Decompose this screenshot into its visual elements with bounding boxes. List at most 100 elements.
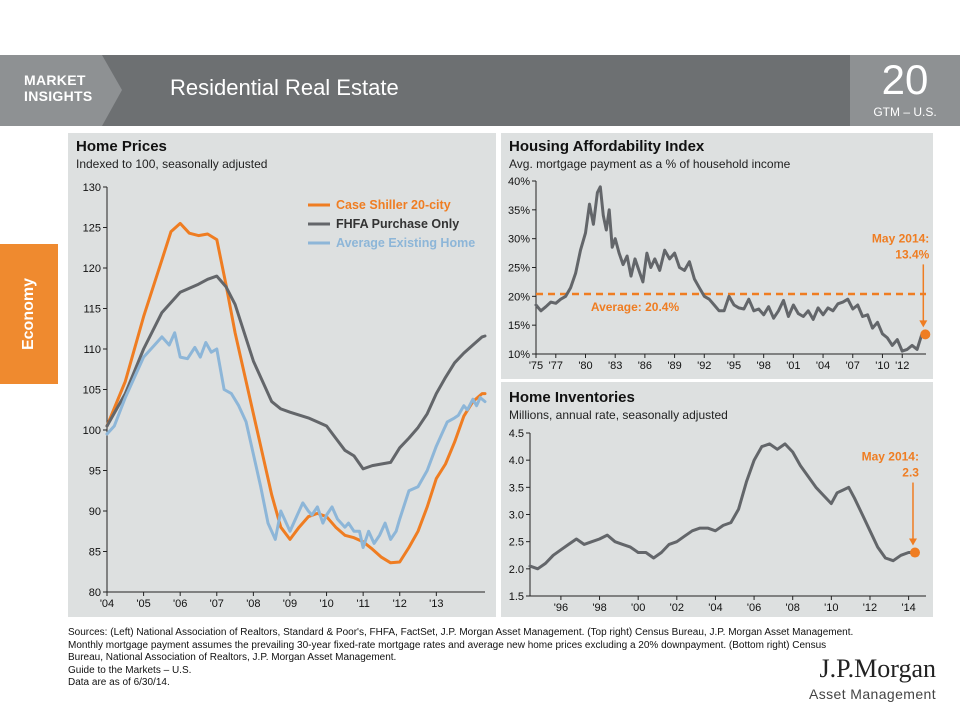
home-prices-xtick-label: '06 [173,598,187,610]
home-prices-title: Home Prices [76,138,167,155]
home-prices-legend-label: FHFA Purchase Only [336,217,459,231]
home-inventories-xtick-label: '12 [863,602,877,614]
home-inventories-callout-arrowhead [908,538,917,546]
housing-affordability-xtick-label: '07 [846,360,860,372]
housing-affordability-xtick-label: '77 [549,360,563,372]
home-prices-series-line-0 [105,221,487,565]
housing-affordability-xtick-label: '04 [816,360,830,372]
housing-affordability-ytick-label: 20% [508,291,530,303]
sources-footnote: Sources: (Left) National Association of … [68,627,928,690]
housing-affordability-callout-label: 13.4% [895,247,929,261]
home-prices-ytick-label: 105 [83,385,101,397]
home-prices-xtick-label: '10 [319,598,333,610]
asset-management-label: Asset Management [808,686,936,702]
home-prices-ytick-label: 125 [83,223,101,235]
home-prices-legend-label: Case Shiller 20-city [336,198,451,212]
home-prices-ytick-label: 115 [83,304,101,316]
market-insights-label: MARKET INSIGHTS [24,72,93,104]
home-prices-series-line-1 [105,274,487,471]
home-prices-panel [68,133,496,617]
home-prices-xtick-label: '09 [283,598,297,610]
housing-affordability-xtick-label: '12 [895,360,909,372]
home-inventories-xtick-label: '02 [670,602,684,614]
housing-affordability-xtick-label: '98 [756,360,770,372]
home-inventories-ytick-label: 3.0 [509,510,524,522]
housing-affordability-callout-dot [920,329,931,340]
sources-line-5: Data are as of 6/30/14. [68,677,170,688]
inventories-subtitle: Millions, annual rate, seasonally adjust… [509,408,728,422]
home-inventories-ytick-label: 4.5 [509,428,524,440]
housing-affordability-xtick-label: '01 [786,360,800,372]
home-prices-legend-label: Average Existing Home [336,236,475,250]
housing-affordability-xtick-label: '86 [638,360,652,372]
housing-affordability-ytick-label: 35% [508,205,530,217]
home-inventories-callout-label: May 2014: [862,450,919,464]
home-inventories-xtick-label: '06 [747,602,761,614]
home-prices-subtitle: Indexed to 100, seasonally adjusted [76,157,268,171]
home-inventories-callout-label: 2.3 [902,466,919,480]
page-title: Residential Real Estate [170,75,399,100]
jpmorgan-logo: J.P.Morgan [819,654,936,683]
inventories-panel [501,382,933,617]
home-inventories-ytick-label: 3.5 [509,482,524,494]
housing-affordability-ytick-label: 10% [508,349,530,361]
home-prices-xtick-label: '07 [210,598,224,610]
sources-line-2: Monthly mortgage payment assumes the pre… [68,639,827,651]
home-inventories-xtick-label: '14 [901,602,915,614]
housing-affordability-xtick-label: '80 [578,360,592,372]
housing-affordability-ytick-label: 30% [508,234,530,246]
page-number: 20 [881,56,929,103]
sources-line-4: Guide to the Markets – U.S. [68,664,192,676]
inventories-title: Home Inventories [509,389,635,406]
home-prices-ytick-label: 100 [83,425,101,437]
housing-affordability-xtick-label: '83 [608,360,622,372]
home-inventories-ytick-label: 1.5 [509,591,524,603]
home-inventories-xtick-label: '98 [592,602,606,614]
home-prices-xtick-label: '05 [136,598,150,610]
page-subtitle: GTM – U.S. [873,105,937,119]
home-prices-xtick-label: '11 [356,598,370,610]
side-tab [0,244,58,384]
affordability-title: Housing Affordability Index [509,138,705,155]
page-number-block [850,55,960,126]
home-prices-xtick-label: '04 [100,598,114,610]
home-inventories-xtick-label: '96 [554,602,568,614]
housing-affordability-series-line-0 [534,185,927,353]
home-inventories-ytick-label: 2.0 [509,564,524,576]
home-inventories-xtick-label: '10 [824,602,838,614]
home-inventories-xtick-label: '04 [708,602,722,614]
home-inventories-callout-dot [909,547,920,558]
home-prices-ytick-label: 110 [83,344,101,356]
home-prices-series-line-2 [105,331,487,549]
sources-line-3: Bureau, National Association of Realtors… [68,652,397,663]
home-inventories-xtick-label: '08 [786,602,800,614]
home-inventories-ytick-label: 2.5 [509,537,524,549]
home-inventories-series-line-0 [528,442,917,571]
housing-affordability-ytick-label: 25% [508,263,530,275]
home-prices-ytick-label: 95 [89,466,101,478]
home-inventories-xtick-label: '00 [631,602,645,614]
affordability-panel [501,133,933,379]
housing-affordability-ytick-label: 40% [508,176,530,188]
header-bar [0,55,960,126]
housing-affordability-xtick-label: '89 [667,360,681,372]
home-inventories-ytick-label: 4.0 [509,455,524,467]
housing-affordability-xtick-label: '95 [727,360,741,372]
housing-affordability-callout-arrowhead [919,320,928,328]
home-prices-ytick-label: 90 [89,506,101,518]
home-prices-xtick-label: '08 [246,598,260,610]
home-prices-ytick-label: 120 [83,263,101,275]
home-prices-xtick-label: '12 [393,598,407,610]
affordability-subtitle: Avg. mortgage payment as a % of househol… [509,157,791,171]
home-prices-xtick-label: '13 [429,598,443,610]
housing-affordability-average-label: Average: 20.4% [591,300,680,314]
housing-affordability-xtick-label: '75 [529,360,543,372]
home-prices-ytick-label: 80 [89,587,101,599]
housing-affordability-callout-label: May 2014: [872,231,929,245]
market-insights-block [0,55,122,126]
home-prices-ytick-label: 130 [83,182,101,194]
home-prices-ytick-label: 85 [89,547,101,559]
housing-affordability-xtick-label: '92 [697,360,711,372]
housing-affordability-ytick-label: 15% [508,320,530,332]
